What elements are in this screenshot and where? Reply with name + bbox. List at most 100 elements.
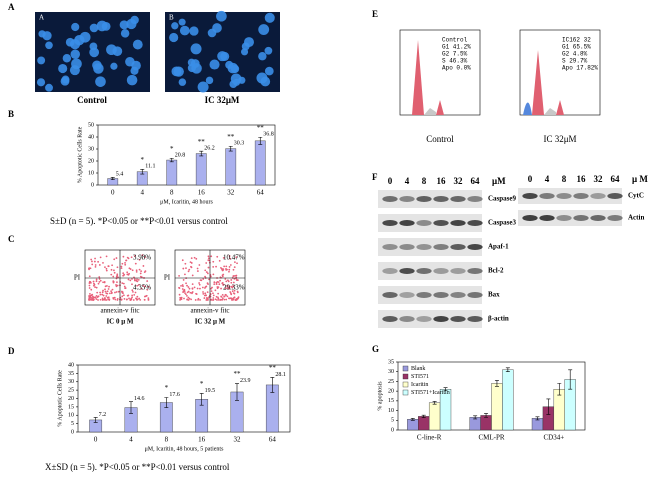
cycle-stat: Apo 17.82% [562, 65, 598, 72]
flow-event [206, 297, 208, 299]
blot-band [450, 316, 466, 322]
s-phase [544, 108, 556, 115]
y-tick-label: 20 [68, 396, 74, 402]
flow-event [203, 297, 206, 299]
nucleus [95, 76, 106, 87]
data-label: 30.3 [234, 141, 245, 147]
flow-event [91, 260, 93, 263]
flow-event [207, 266, 210, 269]
flow-event [94, 266, 97, 268]
flow-event [236, 290, 239, 293]
flow-event [92, 280, 95, 283]
y-tick-label: 10 [88, 170, 94, 176]
flow-event [204, 287, 206, 289]
bar [469, 417, 481, 431]
flow-event [142, 284, 145, 287]
flow-event [133, 294, 136, 296]
flow-event [95, 294, 98, 297]
flow-event [195, 293, 198, 295]
nucleus [93, 63, 104, 74]
flow-event [141, 254, 144, 257]
blot-band [399, 292, 415, 298]
nucleus [36, 78, 46, 87]
flow-event [202, 291, 204, 293]
flow-event [115, 284, 117, 286]
flow-event [146, 280, 149, 282]
bar [418, 416, 430, 431]
flow-event [134, 262, 137, 265]
data-label: 5.4 [116, 172, 124, 178]
legend-label: Icaritin [411, 382, 428, 388]
flow-event [221, 293, 224, 296]
flow-event [115, 275, 118, 278]
flow-event [212, 294, 215, 297]
flow-event [106, 292, 109, 295]
flow-event [102, 289, 104, 292]
flow-event [207, 299, 209, 301]
y-tick-label: 35 [68, 371, 74, 377]
nucleus [96, 20, 108, 32]
x-tick-label: 16 [198, 189, 206, 197]
quadrant-pct: 4.35% [133, 284, 151, 292]
flow-event [219, 299, 222, 301]
flow-event [144, 256, 146, 259]
flow-event [204, 292, 207, 295]
blot-band [450, 196, 466, 202]
blot-band [416, 220, 432, 226]
flow-event [214, 289, 217, 292]
flow-event [123, 285, 126, 288]
flow-event [228, 255, 231, 257]
flow-event [190, 257, 193, 260]
flow-event [191, 274, 194, 277]
protein-label: Caspase3 [488, 219, 517, 227]
flow-event [131, 278, 133, 280]
y-tick-label: 10 [68, 413, 74, 419]
flow-event [94, 296, 97, 299]
inset-letter: B [169, 14, 174, 22]
flow-event [123, 273, 126, 276]
flow-event [207, 272, 209, 275]
flow-event [233, 296, 235, 299]
flow-event [228, 266, 231, 268]
caption: Control [426, 134, 454, 144]
flow-event [223, 298, 226, 301]
flow-event [88, 268, 90, 271]
flow-event [145, 294, 148, 297]
error-bar [410, 418, 415, 421]
quadrant-pct: 3.98% [133, 254, 151, 262]
flow-event [126, 271, 129, 274]
flow-event [205, 262, 208, 264]
nucleus [264, 46, 273, 55]
nucleus [37, 56, 46, 65]
flow-event [132, 290, 134, 293]
error-bar [228, 145, 233, 152]
flow-event [121, 282, 124, 285]
flow-event [218, 259, 221, 262]
flow-event [226, 295, 229, 298]
flow-event [116, 266, 119, 269]
blot-band [382, 220, 398, 226]
flow-event [230, 281, 233, 284]
flow-event [185, 267, 187, 270]
flow-event [111, 288, 114, 291]
legend-label: STI571 [411, 374, 429, 380]
panel-letter: C [8, 234, 15, 244]
g2-peak [556, 100, 564, 115]
dose-label: 4 [405, 176, 410, 186]
panel-letter: F [372, 172, 378, 182]
y-tick-label: 5 [391, 418, 394, 424]
y-tick-label: 5 [71, 421, 74, 427]
flow-event [110, 291, 113, 294]
flow-event [232, 298, 234, 301]
flow-event [225, 265, 228, 268]
blot-band [607, 215, 623, 221]
flow-event [196, 267, 199, 270]
caption: IC 32 μ M [195, 318, 226, 326]
flow-event [212, 260, 215, 263]
nucleus [125, 56, 135, 67]
y-tick-label: 0 [71, 429, 74, 435]
flow-event [109, 292, 111, 295]
x-axis-label: μM, Icaritin, 48 hours, 5 patients [145, 446, 225, 452]
flow-event [105, 269, 108, 272]
flow-event [121, 295, 124, 298]
